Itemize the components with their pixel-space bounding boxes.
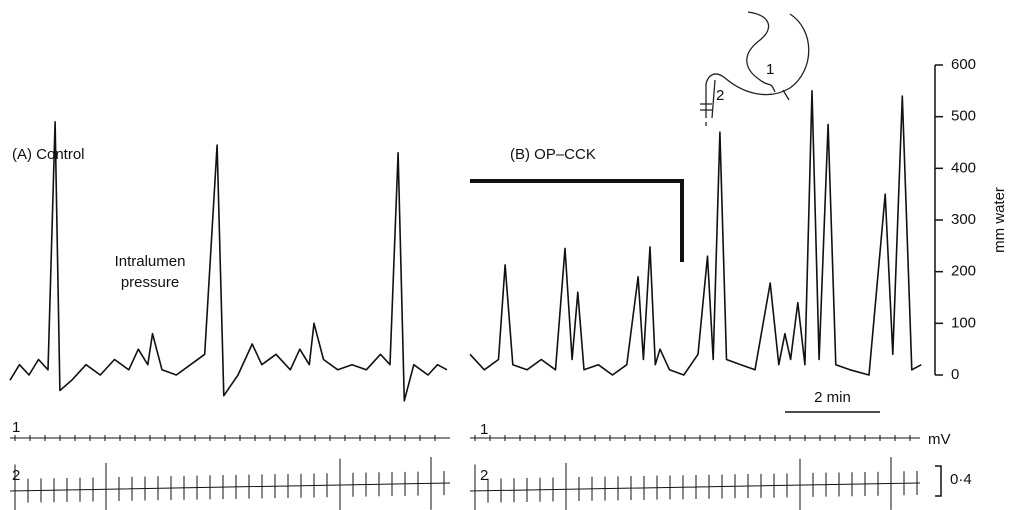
voltage-bracket	[935, 465, 942, 497]
panel-b-title: (B) OP–CCK	[510, 146, 596, 163]
y-tick-label: 300	[951, 211, 976, 228]
annotation: Intralumen	[115, 253, 186, 270]
voltage-unit: mV	[928, 431, 951, 448]
electrical-trace	[10, 435, 450, 441]
panel-a-title: (A) Control	[12, 146, 85, 163]
y-tick-label: 100	[951, 314, 976, 331]
stomach-label: 1	[766, 61, 774, 78]
y-tick-label: 500	[951, 108, 976, 125]
stomach-diagram	[700, 11, 810, 126]
trace-label: 1	[12, 419, 20, 436]
pressure-trace	[469, 90, 922, 376]
y-axis-label: mm water	[991, 187, 1008, 253]
y-tick-label: 200	[951, 263, 976, 280]
drug-bar	[470, 179, 684, 262]
trace-label: 1	[480, 421, 488, 438]
trace-label: 2	[480, 467, 488, 484]
trace-label: 2	[12, 467, 20, 484]
voltage-scale: 0·4	[950, 471, 972, 488]
electrical-trace	[9, 456, 451, 510]
electrical-trace	[469, 457, 921, 510]
pressure-trace	[9, 121, 448, 402]
stomach-label: 2	[716, 87, 724, 104]
electrical-trace	[470, 435, 920, 441]
y-tick-label: 600	[951, 56, 976, 73]
y-tick-label: 0	[951, 366, 959, 383]
y-tick-label: 400	[951, 159, 976, 176]
annotation: pressure	[121, 274, 179, 291]
scale-bar-label: 2 min	[814, 389, 851, 406]
